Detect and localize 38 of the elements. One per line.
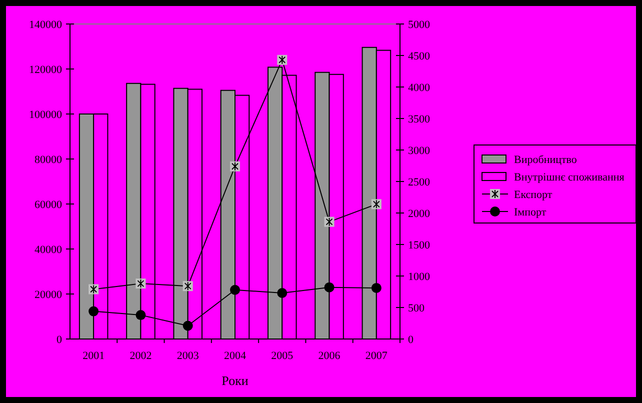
- y-tick-label: 60000: [34, 198, 62, 211]
- y2-tick-label: 1500: [408, 239, 430, 252]
- y-tick-label: 80000: [34, 154, 62, 166]
- legend-label: Імпорт: [514, 206, 546, 218]
- x-tick-label: 2002: [130, 350, 152, 362]
- y2-tick-label: 3000: [408, 144, 430, 157]
- y-tick-label: 140000: [29, 18, 62, 31]
- y2-tick-label: 500: [408, 302, 425, 314]
- y-tick-label: 120000: [29, 64, 62, 76]
- x-tick-label: 2007: [365, 350, 388, 362]
- x-axis-title: Роки: [222, 373, 248, 388]
- legend-label: Експорт: [514, 188, 552, 201]
- y2-tick-label: 4500: [408, 50, 430, 62]
- legend-label: Виробництво: [514, 154, 578, 166]
- point: [136, 310, 146, 320]
- y2-tick-label: 4000: [408, 82, 430, 94]
- point: [277, 288, 288, 298]
- x-tick-label: 2003: [176, 350, 200, 362]
- y2-tick-label: 2500: [408, 176, 430, 188]
- y-tick-label: 40000: [34, 244, 62, 256]
- y-tick-label: 100000: [29, 108, 62, 121]
- point: [324, 282, 334, 292]
- point: [182, 320, 193, 331]
- x-tick-label: 2004: [224, 350, 246, 362]
- point: [230, 284, 240, 295]
- point: [371, 282, 382, 293]
- y2-tick-label: 3500: [408, 113, 430, 126]
- y2-tick-label: 0: [408, 334, 414, 346]
- x-tick-label: 2005: [271, 350, 294, 362]
- x-tick-label: 2006: [318, 350, 341, 362]
- x-tick-label: 2001: [82, 350, 105, 362]
- y2-tick-label: 5000: [408, 18, 430, 31]
- point: [88, 306, 99, 316]
- y2-tick-label: 2000: [408, 208, 430, 220]
- y2-tick-label: 1000: [408, 270, 430, 283]
- legend-label: Внутрішнє споживання: [514, 171, 624, 184]
- y-tick-label: 0: [56, 334, 62, 346]
- y-tick-label: 20000: [34, 288, 62, 301]
